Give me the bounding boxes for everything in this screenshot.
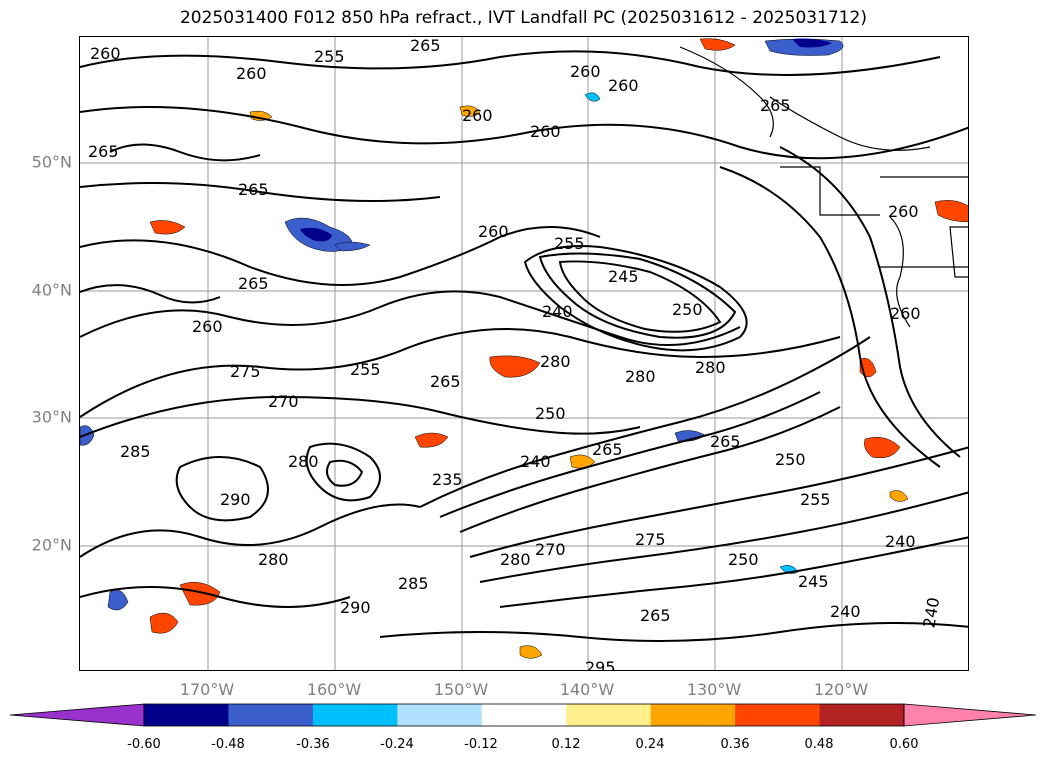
contour-label: 290: [220, 490, 251, 509]
colorbar-segment: [481, 704, 567, 726]
contour-label: 255: [800, 490, 831, 509]
patch-neg-west: [80, 425, 95, 446]
colorbar-segment: [735, 704, 821, 726]
contour-label: 250: [775, 450, 806, 469]
colorbar-segment: [819, 704, 905, 726]
colorbar-segment: [144, 704, 229, 726]
colorbar: [10, 703, 1037, 727]
colorbar-tick-label: -0.36: [296, 737, 330, 752]
contour-label: 245: [798, 572, 829, 591]
colorbar-tick-label: -0.24: [380, 737, 414, 752]
contours: [80, 50, 968, 642]
colorbar-tick-label: 0.12: [551, 737, 581, 752]
contour-label: 260: [570, 62, 601, 81]
contour-label: 255: [350, 360, 381, 379]
contour-label: 255: [554, 234, 585, 253]
contour-label: 280: [258, 550, 289, 569]
colorbar-extend-low: [10, 703, 145, 727]
graticule: [80, 37, 968, 670]
lat-label: 20°N: [31, 535, 72, 555]
contour-label: 280: [288, 452, 319, 471]
contour-label: 250: [728, 550, 759, 569]
colorbar-tick-label: -0.48: [211, 737, 245, 752]
colorbar-segment: [228, 704, 314, 726]
colorbar-extend-high: [903, 703, 1037, 727]
colorbar-tick-label: 0.60: [889, 737, 919, 752]
map-canvas: 260 255 265 260 260 260 260 265 265 260 …: [80, 37, 968, 671]
contour-label: 265: [238, 180, 269, 199]
contour-label: 270: [268, 392, 299, 411]
contour-label: 250: [535, 404, 566, 423]
contour-label: 265: [760, 96, 791, 115]
contour-label: 260: [890, 304, 921, 323]
lon-label: 140°W: [559, 680, 615, 699]
lat-label: 40°N: [31, 280, 72, 300]
contour-label: 260: [236, 64, 267, 83]
contour-label: 260: [462, 106, 493, 125]
contour-label: 265: [430, 372, 461, 391]
contour-label: 265: [238, 274, 269, 293]
contour-label-layer: 260 255 265 260 260 260 260 265 265 260 …: [88, 37, 943, 671]
contour-label: 295: [585, 658, 616, 671]
map-panel: 260 255 265 260 260 260 260 265 265 260 …: [79, 36, 969, 671]
lon-label: 120°W: [813, 680, 869, 699]
lon-label: 130°W: [686, 680, 742, 699]
contour-label: 280: [695, 358, 726, 377]
contour-label: 265: [710, 432, 741, 451]
lon-label: 150°W: [433, 680, 489, 699]
contour-label: 240: [830, 602, 861, 621]
contour-label: 280: [625, 367, 656, 386]
contour-label: 265: [88, 142, 119, 161]
map-title: 2025031400 F012 850 hPa refract., IVT La…: [179, 8, 867, 28]
contour-label: 240: [542, 302, 573, 321]
colorbar-segment: [566, 704, 652, 726]
contours-thin: [679, 46, 968, 328]
contour-label: 260: [192, 317, 223, 336]
patch-neg-north-core: [792, 38, 832, 48]
colorbar-segment: [650, 704, 736, 726]
contour-label: 285: [398, 574, 429, 593]
contour-label: 260: [90, 44, 121, 63]
contour-label: 280: [540, 352, 571, 371]
lon-label: 170°W: [179, 680, 235, 699]
colorbar-segment: [397, 704, 483, 726]
contour-label: 260: [608, 76, 639, 95]
contour-label: 265: [640, 606, 671, 625]
contour-label: 245: [608, 267, 639, 286]
colorbar-tick-label: -0.60: [127, 737, 161, 752]
contour-label: 270: [535, 540, 566, 559]
contour-label: 280: [500, 550, 531, 569]
lon-label: 160°W: [306, 680, 362, 699]
contour-label: 240: [885, 532, 916, 551]
colorbar-tick-label: 0.48: [804, 737, 834, 752]
contour-label: 265: [592, 440, 623, 459]
patch-neg-gulf-core: [300, 227, 332, 242]
contour-label: 260: [478, 222, 509, 241]
contour-label: 275: [230, 362, 261, 381]
contour-label: 275: [635, 530, 666, 549]
colorbar-outline: [143, 703, 905, 727]
colorbar-segment: [312, 704, 398, 726]
colorbar-tick-label: 0.36: [720, 737, 750, 752]
contour-label: 240: [520, 452, 551, 471]
contour-label: 235: [432, 470, 463, 489]
contour-label: 290: [340, 598, 371, 617]
contour-label: 285: [120, 442, 151, 461]
contour-label: 260: [888, 202, 919, 221]
lat-label: 50°N: [31, 152, 72, 172]
colorbar-tick-label: -0.12: [464, 737, 498, 752]
contour-label: 265: [410, 37, 441, 55]
colorbar-tick-label: 0.24: [635, 737, 665, 752]
lat-label: 30°N: [31, 407, 72, 427]
contour-label: 250: [672, 300, 703, 319]
contour-label: 260: [530, 122, 561, 141]
contour-label: 255: [314, 47, 345, 66]
